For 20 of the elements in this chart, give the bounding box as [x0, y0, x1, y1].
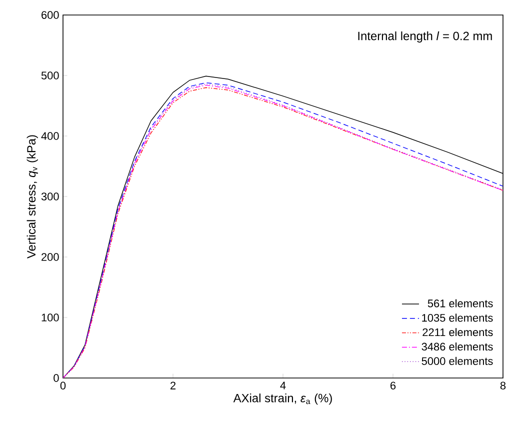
legend-label: 3486 elements [422, 342, 493, 351]
y-tick-label: 500 [41, 72, 59, 80]
y-tick-label: 400 [41, 132, 59, 140]
x-tick-label: 4 [280, 382, 286, 390]
y-tick-label: 100 [42, 314, 59, 322]
y-tick-label: 0 [54, 374, 59, 382]
y-axis-title: Vertical stress, q$_{v}$ (kPa) [26, 135, 38, 258]
x-tick-label: 6 [390, 382, 396, 390]
x-axis-title: AXial strain, ε$_{a}$ (%) [233, 394, 332, 405]
legend-label: 1035 elements [422, 314, 493, 322]
legend-label: 561 elements [428, 299, 493, 308]
y-tick-label: 200 [42, 253, 59, 261]
legend-label: 2211 elements [422, 328, 493, 336]
legend-label: 5000 elements [422, 356, 493, 365]
annotation: Internal length l = 0.2 mm [358, 31, 492, 43]
x-tick-label: 0 [60, 382, 66, 390]
x-tick-label: 8 [500, 382, 506, 390]
y-tick-label: 300 [41, 192, 59, 200]
y-tick-label: 600 [42, 11, 59, 19]
x-tick-label: 2 [170, 382, 176, 390]
